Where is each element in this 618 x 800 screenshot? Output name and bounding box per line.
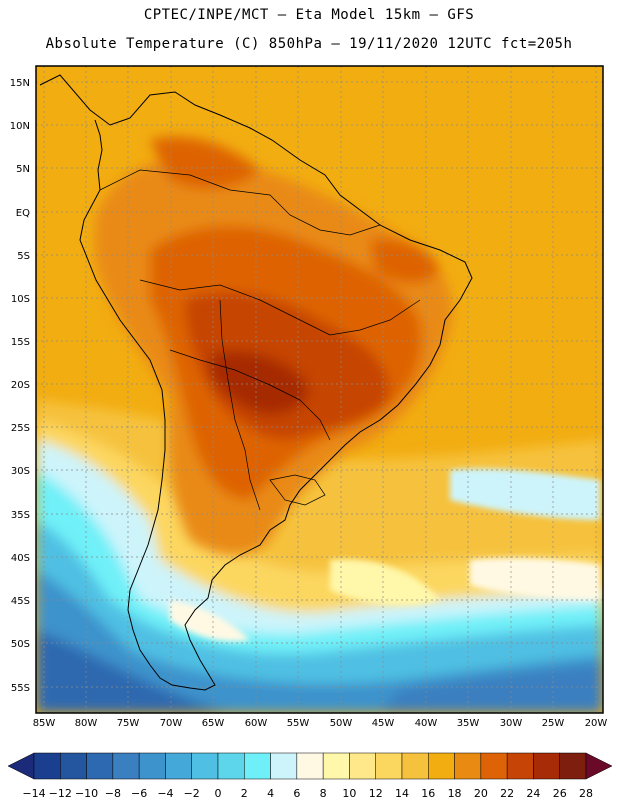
colorbar-cell — [454, 752, 482, 780]
colorbar-end-high — [585, 752, 613, 780]
lat-label: 5N — [16, 164, 30, 175]
lat-label: 30S — [11, 466, 30, 477]
lon-label: 65W — [202, 718, 225, 729]
lon-label: 40W — [415, 718, 438, 729]
lon-label: 20W — [585, 718, 608, 729]
colorbar-cell — [86, 752, 114, 780]
colorbar-label: 28 — [579, 787, 593, 800]
lon-label: 50W — [330, 718, 353, 729]
colorbar-label: 6 — [293, 787, 300, 800]
title-line-1: CPTEC/INPE/MCT – Eta Model 15km – GFS — [143, 7, 475, 23]
colorbar-cell — [296, 752, 324, 780]
lon-label: 45W — [372, 718, 395, 729]
lon-label: 85W — [33, 718, 56, 729]
colorbar-end-low — [7, 752, 35, 780]
colorbar-cell — [60, 752, 87, 780]
colorbar-label: 4 — [267, 787, 274, 800]
colorbar-cell — [138, 752, 166, 780]
colorbar-cell — [401, 752, 429, 780]
colorbar-label: 20 — [474, 787, 488, 800]
colorbar-cells — [33, 752, 587, 780]
colorbar-label: 14 — [395, 787, 409, 800]
colorbar-label: −8 — [105, 787, 121, 800]
colorbar-cell — [428, 752, 455, 780]
lat-label: 15N — [10, 78, 30, 89]
colorbar-label: 16 — [421, 787, 435, 800]
lat-label: 25S — [11, 423, 30, 434]
lat-label: 50S — [11, 639, 30, 650]
colorbar-cell — [322, 752, 350, 780]
lon-label: 25W — [542, 718, 565, 729]
colorbar-label: 24 — [526, 787, 540, 800]
lat-label: 55S — [11, 683, 30, 694]
colorbar-label: 22 — [500, 787, 514, 800]
colorbar-cell — [559, 752, 587, 780]
colorbar-cell — [217, 752, 245, 780]
lon-label: 60W — [245, 718, 268, 729]
lat-label: 10N — [10, 121, 30, 132]
lon-label: 55W — [287, 718, 310, 729]
lon-label: 30W — [500, 718, 523, 729]
lat-label: 45S — [11, 596, 30, 607]
lat-label: 40S — [11, 553, 30, 564]
lat-label: 10S — [11, 294, 30, 305]
lat-label: 15S — [11, 337, 30, 348]
lat-label: EQ — [16, 208, 30, 219]
lon-label: 80W — [75, 718, 98, 729]
colorbar-label: −12 — [49, 787, 72, 800]
lon-label: 70W — [160, 718, 183, 729]
colorbar-label: −6 — [131, 787, 147, 800]
plot-frame — [35, 65, 604, 714]
colorbar-label: 8 — [320, 787, 327, 800]
lon-label: 35W — [457, 718, 480, 729]
lat-label: 5S — [17, 251, 30, 262]
colorbar-cell — [165, 752, 192, 780]
colorbar-cell — [191, 752, 219, 780]
colorbar-label: 2 — [241, 787, 248, 800]
colorbar-label: −10 — [75, 787, 98, 800]
temperature-field — [36, 66, 603, 713]
colorbar-cell — [533, 752, 560, 780]
lat-label: 35S — [11, 510, 30, 521]
colorbar-label: 26 — [553, 787, 567, 800]
coastlines — [39, 74, 473, 691]
colorbar-cell — [506, 752, 534, 780]
colorbar-cell — [33, 752, 61, 780]
lon-label: 75W — [117, 718, 140, 729]
latitude-labels: 15N 10N 5N EQ 5S 10S 15S 20S 25S 30S 35S… — [10, 78, 30, 694]
colorbar-labels: −14 −12 −10 −8 −6 −4 −2 0 2 4 6 8 10 12 14 16 18 20 22 24 26… — [22, 787, 593, 800]
colorbar-cell — [244, 752, 271, 780]
colorbar-label: −4 — [157, 787, 173, 800]
colorbar-cell — [112, 752, 140, 780]
colorbar-label: 10 — [342, 787, 356, 800]
title-line-2: Absolute Temperature (C) 850hPa – 19/11/… — [45, 36, 573, 52]
colorbar-cell — [349, 752, 376, 780]
colorbar-cell — [375, 752, 403, 780]
colorbar-label: −14 — [22, 787, 45, 800]
colorbar-cell — [270, 752, 298, 780]
colorbar-label: 12 — [369, 787, 383, 800]
colorbar-label: −2 — [184, 787, 200, 800]
lat-label: 20S — [11, 380, 30, 391]
colorbar: −14 −12 −10 −8 −6 −4 −2 0 2 4 6 8 10 12 14 16 18 20 22 24 26… — [7, 752, 613, 800]
longitude-labels: 85W 80W 75W 70W 65W 60W 55W 50W 45W 40W … — [33, 718, 608, 729]
colorbar-cell — [480, 752, 508, 780]
colorbar-label: 18 — [448, 787, 462, 800]
colorbar-label: 0 — [215, 787, 222, 800]
